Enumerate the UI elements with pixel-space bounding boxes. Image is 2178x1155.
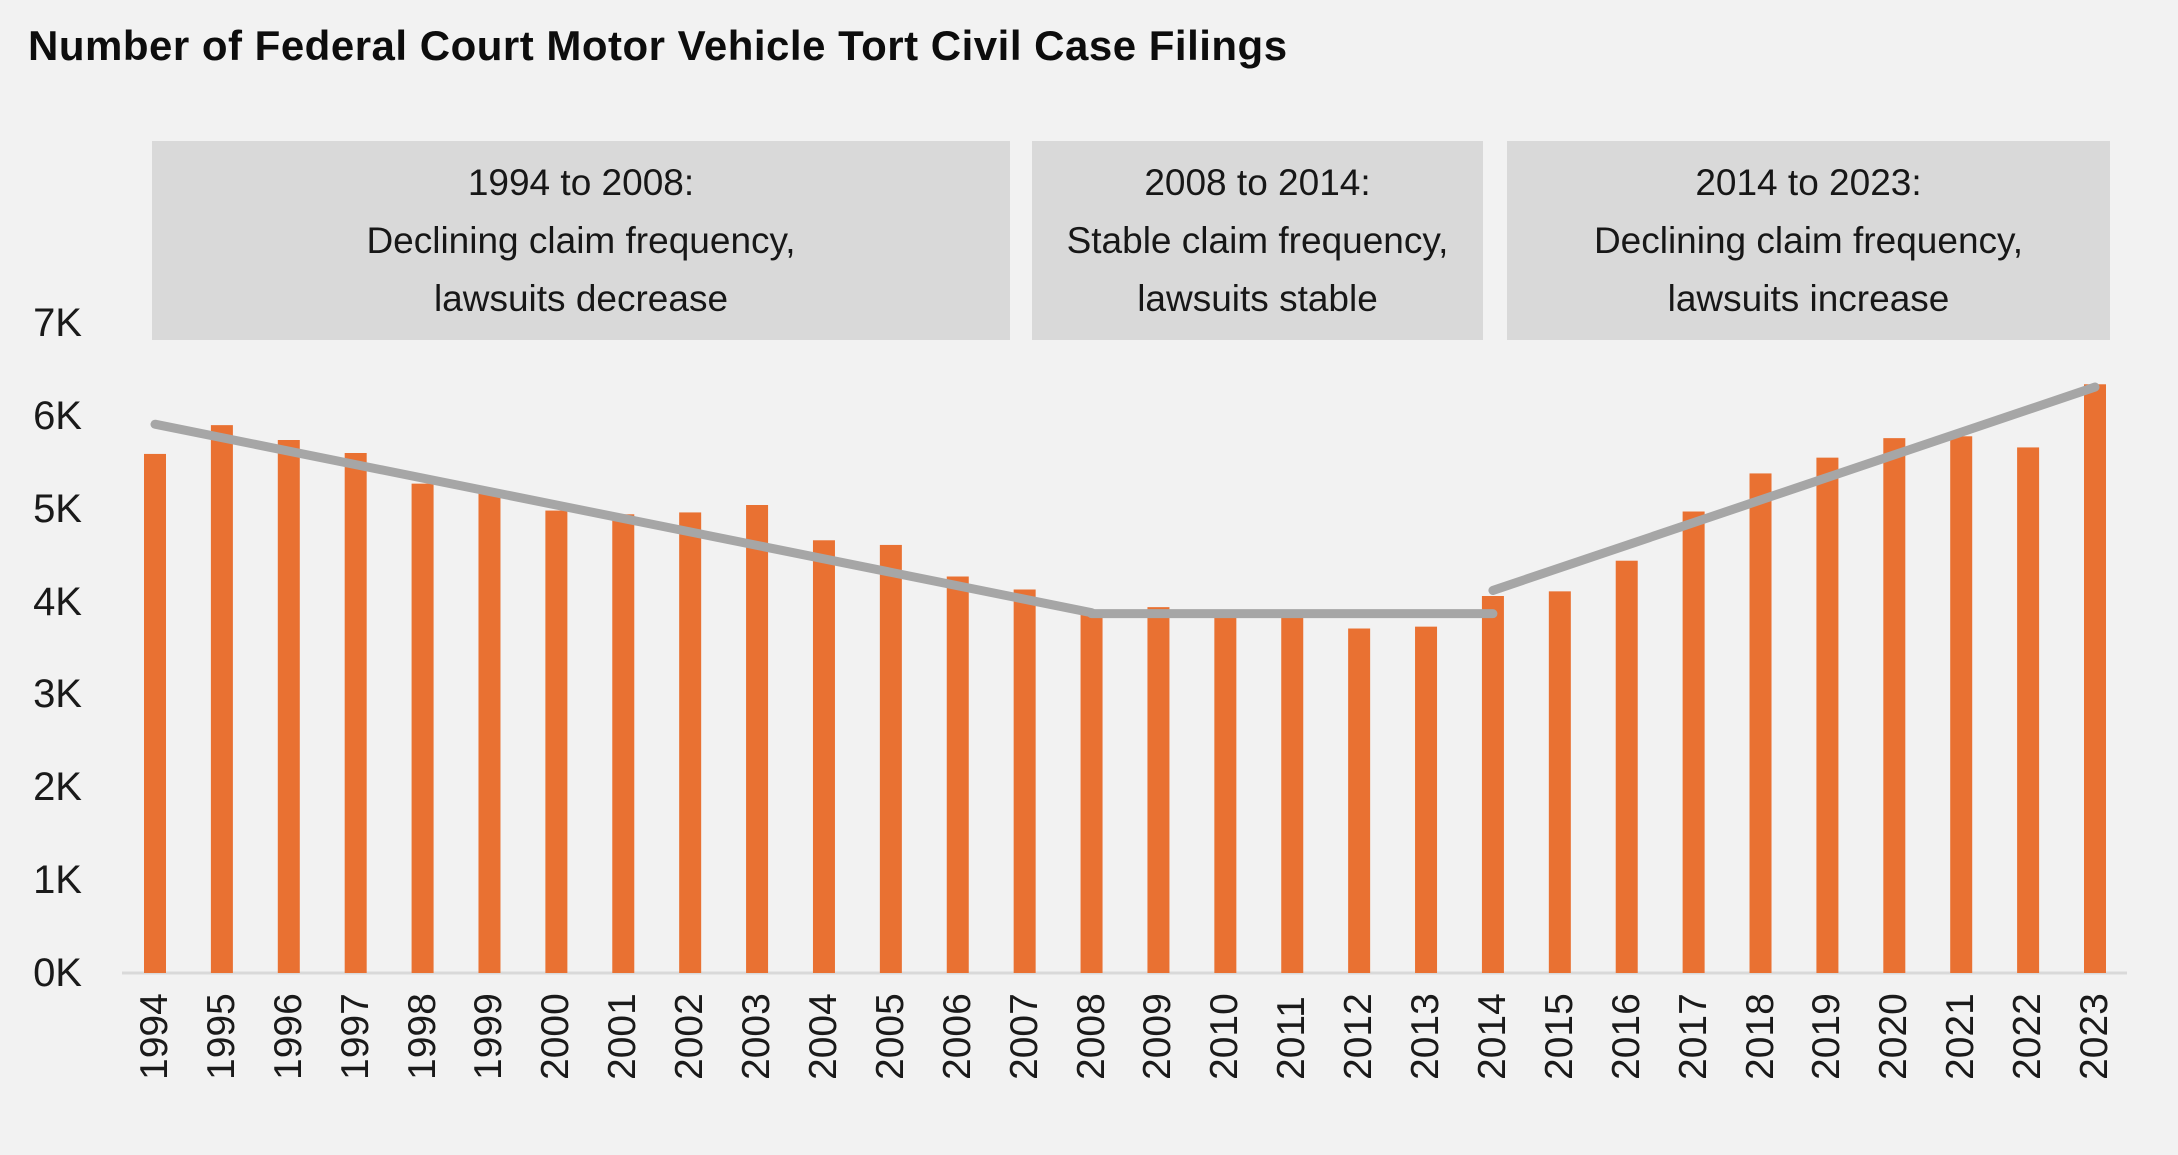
trend-line-segment-1 xyxy=(150,419,1097,618)
bar-2012 xyxy=(1348,628,1371,973)
x-tick-label-2001: 2001 xyxy=(601,993,645,1080)
annotation-box-2008-2014: 2008 to 2014: Stable claim frequency, la… xyxy=(1032,141,1483,340)
x-tick-label-1994: 1994 xyxy=(133,993,176,1080)
x-tick-label-1997: 1997 xyxy=(333,993,377,1080)
bar-2001 xyxy=(612,514,635,973)
bar-2003 xyxy=(746,505,769,973)
x-tick-label-2012: 2012 xyxy=(1337,993,1381,1080)
y-tick-label-2K: 2K xyxy=(33,765,82,810)
bar-1996 xyxy=(277,440,300,973)
y-tick-label-5K: 5K xyxy=(33,486,82,531)
bar-2022 xyxy=(2017,447,2040,973)
annotation-text: lawsuits stable xyxy=(1137,277,1378,319)
annotation-period: 2008 to 2014: xyxy=(1144,161,1371,203)
bar-2009 xyxy=(1147,607,1170,973)
bar-1995 xyxy=(210,425,233,974)
bar-2015 xyxy=(1548,591,1571,973)
y-tick-label-7K: 7K xyxy=(33,301,82,345)
bar-2011 xyxy=(1281,616,1304,973)
bar-2020 xyxy=(1883,438,1906,973)
bar-2006 xyxy=(946,576,969,973)
bar-2007 xyxy=(1013,589,1036,973)
x-tick-label-2016: 2016 xyxy=(1604,993,1648,1080)
bar-1994 xyxy=(144,453,166,973)
bar-2021 xyxy=(1950,436,1973,974)
x-tick-label-2010: 2010 xyxy=(1203,993,1247,1080)
bar-1997 xyxy=(344,453,367,973)
annotation-text: Declining claim frequency, xyxy=(366,219,796,261)
y-tick-label-0K: 0K xyxy=(33,951,82,995)
annotation-box-1994-2008: 1994 to 2008: Declining claim frequency,… xyxy=(152,141,1010,340)
annotation-text: Declining claim frequency, xyxy=(1593,219,2024,261)
x-tick-label-2004: 2004 xyxy=(801,993,845,1080)
bar-2018 xyxy=(1749,473,1772,973)
x-tick-label-2017: 2017 xyxy=(1671,993,1715,1080)
x-tick-label-2022: 2022 xyxy=(2006,993,2050,1080)
annotation-period: 1994 to 2008: xyxy=(467,161,695,203)
chart-title: Number of Federal Court Motor Vehicle To… xyxy=(28,22,1288,69)
bar-2004 xyxy=(812,540,835,973)
bar-1999 xyxy=(478,491,501,973)
annotation-text: lawsuits increase xyxy=(1667,277,1950,319)
x-tick-label-1999: 1999 xyxy=(467,993,511,1080)
bar-2002 xyxy=(679,512,702,973)
x-tick-label-2020: 2020 xyxy=(1872,993,1916,1080)
x-tick-label-2008: 2008 xyxy=(1069,993,1113,1080)
bar-2023 xyxy=(2084,384,2106,973)
bar-2010 xyxy=(1214,615,1237,973)
x-tick-label-2000: 2000 xyxy=(534,993,578,1080)
y-tick-label-1K: 1K xyxy=(33,858,82,903)
x-tick-label-2014: 2014 xyxy=(1470,993,1514,1080)
bar-2016 xyxy=(1615,560,1638,973)
y-tick-label-3K: 3K xyxy=(33,672,82,717)
x-tick-label-2006: 2006 xyxy=(935,993,979,1080)
x-tick-label-1995: 1995 xyxy=(199,993,243,1080)
x-tick-label-2021: 2021 xyxy=(1939,993,1983,1080)
x-tick-label-2002: 2002 xyxy=(668,993,712,1080)
x-tick-label-1996: 1996 xyxy=(266,993,310,1080)
annotation-text: Stable claim frequency, xyxy=(1066,219,1449,261)
bar-2000 xyxy=(545,510,568,973)
y-tick-label-6K: 6K xyxy=(33,393,82,438)
trend-line-segment-3 xyxy=(1488,382,2100,595)
bar-2008 xyxy=(1080,611,1103,973)
x-tick-label-2009: 2009 xyxy=(1136,993,1180,1080)
bar-2019 xyxy=(1816,457,1839,973)
x-tick-label-2007: 2007 xyxy=(1002,993,1046,1080)
x-tick-label-2015: 2015 xyxy=(1537,993,1581,1080)
bar-1998 xyxy=(411,483,434,973)
annotation-period: 2014 to 2023: xyxy=(1695,161,1922,203)
x-tick-label-2011: 2011 xyxy=(1270,996,1314,1080)
annotation-text: lawsuits decrease xyxy=(433,277,729,319)
y-tick-label-4K: 4K xyxy=(33,579,82,624)
x-tick-label-2023: 2023 xyxy=(2073,993,2116,1080)
bar-2005 xyxy=(879,544,902,973)
x-tick-label-2018: 2018 xyxy=(1738,993,1782,1080)
x-tick-label-2013: 2013 xyxy=(1404,993,1448,1080)
annotation-box-2014-2023: 2014 to 2023: Declining claim frequency,… xyxy=(1507,141,2110,340)
bar-2014 xyxy=(1481,596,1504,973)
x-tick-label-2005: 2005 xyxy=(868,993,912,1080)
x-tick-label-1998: 1998 xyxy=(400,993,444,1080)
x-tick-label-2003: 2003 xyxy=(735,993,779,1080)
x-tick-label-2019: 2019 xyxy=(1805,993,1849,1080)
bar-2017 xyxy=(1682,511,1705,973)
bar-2013 xyxy=(1415,626,1438,973)
